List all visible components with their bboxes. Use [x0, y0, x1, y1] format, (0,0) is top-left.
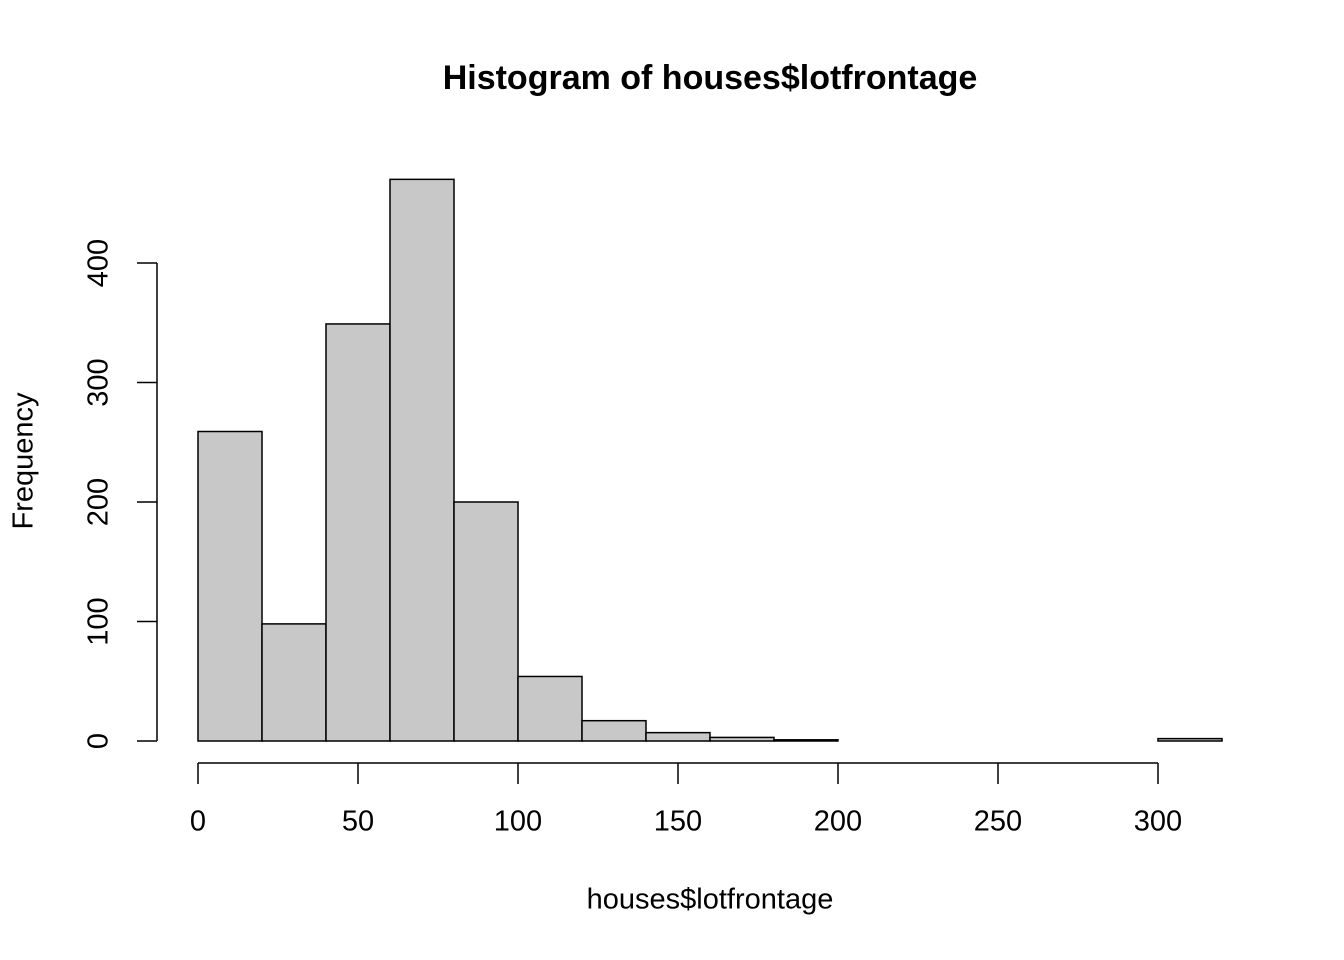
chart-title: Histogram of houses$lotfrontage [443, 59, 978, 97]
x-tick-label: 250 [974, 806, 1022, 838]
y-tick-label: 100 [83, 597, 115, 645]
bar [1157, 737, 1223, 742]
bar [581, 719, 647, 742]
bar [389, 178, 455, 742]
x-tick-label: 300 [1134, 806, 1182, 838]
x-tick-label: 150 [654, 806, 702, 838]
y-tick-label: 300 [83, 358, 115, 406]
y-tick-label: 200 [83, 478, 115, 526]
bar [261, 623, 327, 742]
x-tick-label: 50 [342, 806, 374, 838]
x-tick-label: 100 [494, 806, 542, 838]
bar [453, 501, 519, 742]
y-axis-label: Frequency [8, 392, 40, 530]
bar [709, 736, 775, 742]
bar [325, 323, 391, 742]
x-tick-label: 0 [190, 806, 206, 838]
y-tick-label: 400 [83, 239, 115, 287]
bar [773, 739, 839, 742]
bar [517, 675, 583, 742]
bar [197, 430, 263, 742]
bar [645, 731, 711, 742]
x-axis-label: houses$lotfrontage [587, 884, 834, 916]
y-tick-label: 0 [83, 733, 115, 749]
x-tick-label: 200 [814, 806, 862, 838]
